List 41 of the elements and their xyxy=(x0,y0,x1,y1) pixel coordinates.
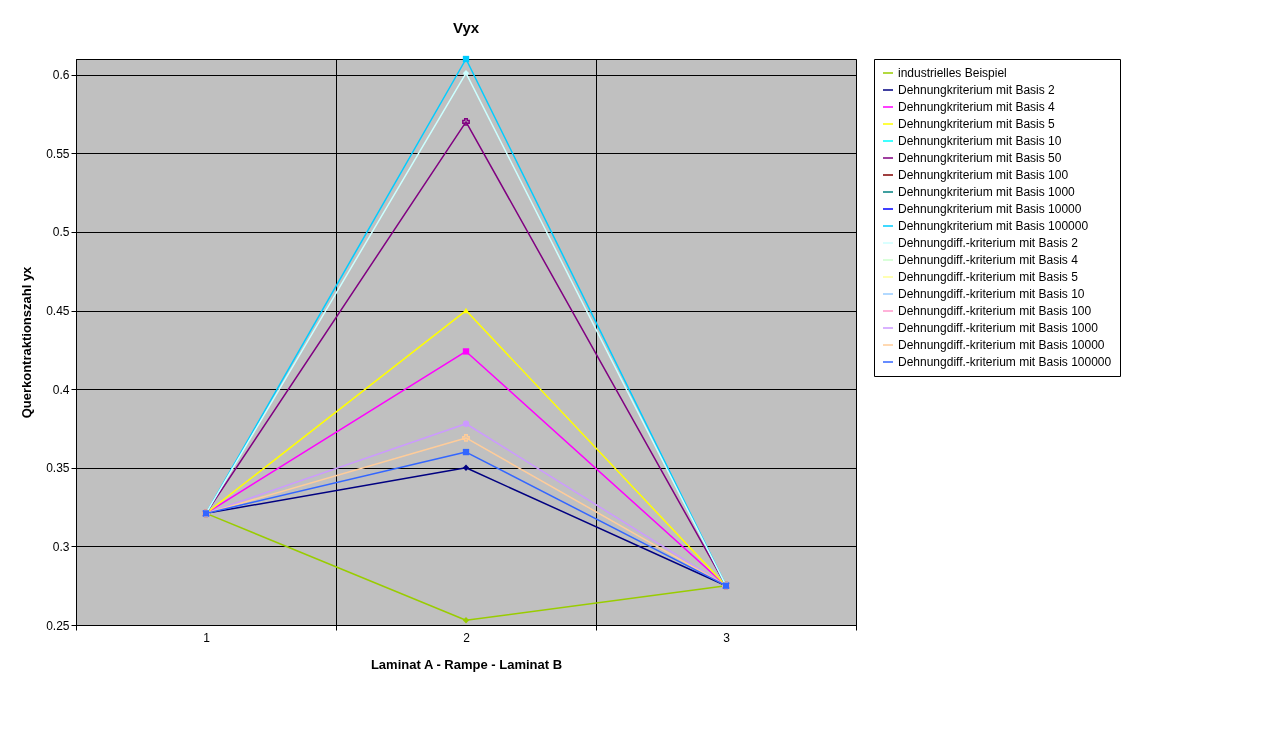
point xyxy=(462,117,470,126)
point xyxy=(462,55,470,63)
legend-label: Dehnungkriterium mit Basis 100000 xyxy=(898,219,1089,233)
chart-title: Vyx xyxy=(452,18,480,36)
legend-label: Dehnungdiff.-kriterium mit Basis 2 xyxy=(898,236,1079,250)
x-tick-label: 3 xyxy=(723,630,731,645)
legend-label: Dehnungdiff.-kriterium mit Basis 4 xyxy=(898,253,1079,267)
y-tick-label: 0.45 xyxy=(46,304,70,319)
legend-label: Dehnungdiff.-kriterium mit Basis 100 xyxy=(898,304,1092,318)
point xyxy=(462,69,470,77)
x-tick-label: 2 xyxy=(463,630,471,645)
point xyxy=(462,420,470,427)
point xyxy=(462,464,470,471)
legend-label: Dehnungdiff.-kriterium mit Basis 10 xyxy=(898,287,1085,301)
legend-label: Dehnungdiff.-kriterium mit Basis 1000 xyxy=(898,321,1099,335)
y-tick-label: 0.35 xyxy=(46,461,70,476)
point xyxy=(462,433,470,442)
y-tick-label: 0.5 xyxy=(52,225,70,240)
legend-label: Dehnungkriterium mit Basis 10000 xyxy=(898,202,1082,216)
legend-label: Dehnungkriterium mit Basis 50 xyxy=(898,151,1062,165)
legend-label: Dehnungdiff.-kriterium mit Basis 10000 xyxy=(898,338,1105,352)
legend-label: industrielles Beispiel xyxy=(898,66,1007,80)
y-tick-label: 0.6 xyxy=(52,68,70,83)
legend-label: Dehnungkriterium mit Basis 1000 xyxy=(898,185,1076,199)
legend-label: Dehnungdiff.-kriterium mit Basis 5 xyxy=(898,270,1079,284)
legend-label: Dehnungkriterium mit Basis 4 xyxy=(898,100,1056,114)
y-tick-label: 0.3 xyxy=(52,539,70,554)
y-tick-label: 0.4 xyxy=(52,382,70,397)
x-axis-title: Laminat A - Rampe - Laminat B xyxy=(370,656,563,672)
y-tick-label: 0.25 xyxy=(46,618,70,633)
legend-label: Dehnungkriterium mit Basis 5 xyxy=(898,117,1056,131)
legend-label: Dehnungkriterium mit Basis 10 xyxy=(898,134,1062,148)
point xyxy=(462,448,470,456)
legend-label: Dehnungdiff.-kriterium mit Basis 100000 xyxy=(898,355,1112,369)
x-tick-label: 1 xyxy=(203,630,211,645)
y-tick-label: 0.55 xyxy=(46,146,70,161)
point xyxy=(462,617,470,624)
point xyxy=(462,348,470,355)
legend-label: Dehnungkriterium mit Basis 100 xyxy=(898,168,1069,182)
legend-label: Dehnungkriterium mit Basis 2 xyxy=(898,83,1056,97)
y-axis-title: Querkontraktionszahl yx xyxy=(19,265,35,419)
